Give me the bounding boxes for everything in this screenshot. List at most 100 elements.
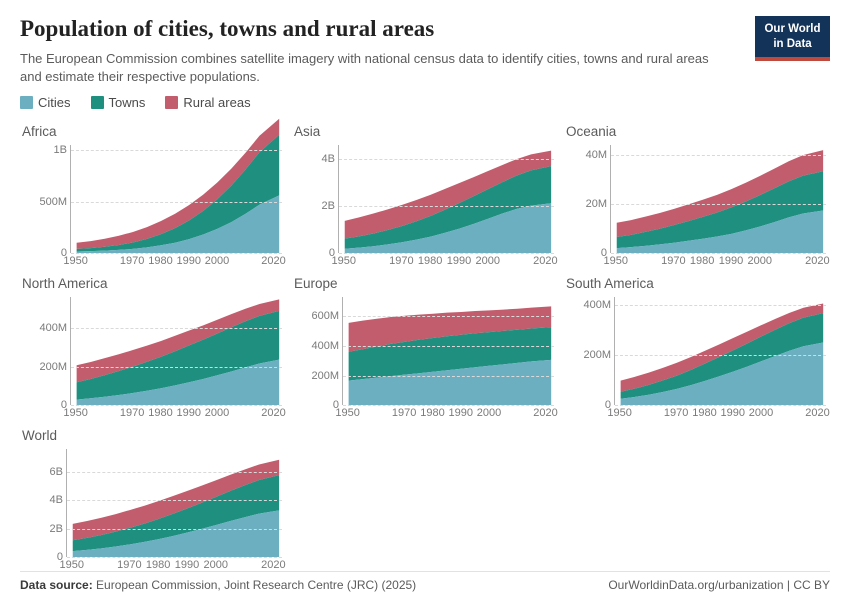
- xtick-label: 1980: [148, 407, 172, 419]
- panel-south-america: South America 0 200M 400M 1950 1970 1980 1990 20…: [564, 270, 830, 420]
- xaxis-africa: 1950 1970 1980 1990 2000 2020: [70, 253, 282, 269]
- rural-color-swatch: [165, 96, 178, 109]
- footer-source-label: Data source:: [20, 578, 93, 592]
- panel-title-asia: Asia: [294, 124, 558, 139]
- xtick-label: 1990: [176, 407, 200, 419]
- chart-legend: Cities Towns Rural areas: [20, 95, 830, 110]
- stacked-area-svg[interactable]: [71, 297, 282, 405]
- gridline: [71, 367, 282, 368]
- panel-title-south-america: South America: [566, 276, 830, 291]
- ytick-label: 400M: [295, 340, 339, 352]
- stacked-area-svg[interactable]: [339, 145, 554, 253]
- xtick-label: 1980: [690, 255, 714, 267]
- chart-area-oceania[interactable]: 0 20M 40M: [610, 145, 826, 253]
- xaxis-asia: 1950 1970 1980 1990 2000 2020: [338, 253, 554, 269]
- legend-item-rural[interactable]: Rural areas: [165, 95, 250, 110]
- panel-world: World 0 2B 4B 6B 1950 1970 1980 1990 2000 2020: [20, 422, 286, 572]
- xtick-label: 1970: [117, 559, 141, 571]
- gridline: [615, 305, 826, 306]
- panel-title-oceania: Oceania: [566, 124, 830, 139]
- ytick-label: 0: [567, 247, 607, 259]
- gridline: [339, 206, 554, 207]
- ytick-label: 1B: [23, 144, 67, 156]
- page-subtitle: The European Commission combines satelli…: [20, 50, 720, 85]
- footer-link[interactable]: OurWorldinData.org/urbanization | CC BY: [608, 578, 830, 592]
- xtick-label: 2020: [261, 255, 285, 267]
- xtick-label: 2000: [748, 255, 772, 267]
- gridline: [339, 159, 554, 160]
- ytick-label: 200M: [23, 361, 67, 373]
- chart-area-asia[interactable]: 0 2B 4B: [338, 145, 554, 253]
- page-title: Population of cities, towns and rural ar…: [20, 16, 720, 42]
- ytick-label: 200M: [295, 370, 339, 382]
- ytick-label: 500M: [23, 196, 67, 208]
- xaxis-europe: 1950 1970 1980 1990 2000 2020: [342, 405, 554, 421]
- ytick-label: 0: [567, 399, 611, 411]
- xtick-label: 2020: [533, 407, 557, 419]
- gridline: [71, 202, 282, 203]
- stacked-area-svg[interactable]: [71, 145, 282, 253]
- panel-oceania: Oceania 0 20M 40M 1950 1970 1980 1990 2000 2020: [564, 118, 830, 268]
- xtick-label: 1990: [447, 255, 471, 267]
- xtick-label: 1950: [63, 255, 87, 267]
- ytick-label: 0: [295, 399, 339, 411]
- owid-logo[interactable]: Our World in Data: [755, 16, 830, 61]
- legend-item-towns[interactable]: Towns: [91, 95, 146, 110]
- chart-area-world[interactable]: 0 2B 4B 6B: [66, 449, 282, 557]
- xtick-label: 1990: [719, 255, 743, 267]
- gridline: [343, 316, 554, 317]
- xtick-label: 1970: [389, 255, 413, 267]
- panel-title-north-america: North America: [22, 276, 286, 291]
- stacked-area-svg[interactable]: [67, 449, 282, 557]
- panel-africa: Africa 0 500M 1B 1950 1970 1980 1990 2000 2020: [20, 118, 286, 268]
- footer-source-text: European Commission, Joint Research Cent…: [96, 578, 416, 592]
- gridline: [343, 346, 554, 347]
- ytick-label: 0: [23, 247, 67, 259]
- xtick-label: 1990: [176, 255, 200, 267]
- xtick-label: 1980: [418, 255, 442, 267]
- xtick-label: 1990: [720, 407, 744, 419]
- xtick-label: 2020: [261, 559, 285, 571]
- xtick-label: 1980: [692, 407, 716, 419]
- xtick-label: 1950: [60, 559, 84, 571]
- stacked-area-svg[interactable]: [343, 297, 554, 405]
- gridline: [71, 150, 282, 151]
- gridline: [343, 376, 554, 377]
- ytick-label: 20M: [567, 198, 607, 210]
- stacked-area-svg[interactable]: [611, 145, 826, 253]
- gridline: [71, 328, 282, 329]
- ytick-label: 2B: [23, 523, 63, 535]
- xtick-label: 1980: [146, 559, 170, 571]
- chart-area-south-america[interactable]: 0 200M 400M: [614, 297, 826, 405]
- ytick-label: 600M: [295, 310, 339, 322]
- legend-item-cities[interactable]: Cities: [20, 95, 71, 110]
- xtick-label: 2000: [476, 255, 500, 267]
- towns-color-swatch: [91, 96, 104, 109]
- panel-europe: Europe 0 200M 400M 600M 1950 1970 1980 1990 2000 2…: [292, 270, 558, 420]
- ytick-label: 4B: [295, 153, 335, 165]
- xtick-label: 2020: [533, 255, 557, 267]
- chart-area-europe[interactable]: 0 200M 400M 600M: [342, 297, 554, 405]
- panel-north-america: North America 0 200M 400M 1950 1970 1980 1990 20…: [20, 270, 286, 420]
- chart-area-north-america[interactable]: 0 200M 400M: [70, 297, 282, 405]
- xaxis-south-america: 1950 1970 1980 1990 2000 2020: [614, 405, 826, 421]
- chart-area-africa[interactable]: 0 500M 1B: [70, 145, 282, 253]
- ytick-label: 200M: [567, 349, 611, 361]
- xaxis-oceania: 1950 1970 1980 1990 2000 2020: [610, 253, 826, 269]
- ytick-label: 4B: [23, 494, 63, 506]
- panel-title-africa: Africa: [22, 124, 286, 139]
- xtick-label: 1990: [175, 559, 199, 571]
- gridline: [611, 204, 826, 205]
- xtick-label: 1990: [448, 407, 472, 419]
- ytick-label: 0: [23, 399, 67, 411]
- gridline: [611, 155, 826, 156]
- xaxis-north-america: 1950 1970 1980 1990 2000 2020: [70, 405, 282, 421]
- xtick-label: 2000: [477, 407, 501, 419]
- xtick-label: 1950: [335, 407, 359, 419]
- xtick-label: 1950: [607, 407, 631, 419]
- ytick-label: 6B: [23, 466, 63, 478]
- ytick-label: 0: [23, 551, 63, 563]
- xtick-label: 2000: [205, 255, 229, 267]
- stacked-area-svg[interactable]: [615, 297, 826, 405]
- xtick-label: 1970: [661, 255, 685, 267]
